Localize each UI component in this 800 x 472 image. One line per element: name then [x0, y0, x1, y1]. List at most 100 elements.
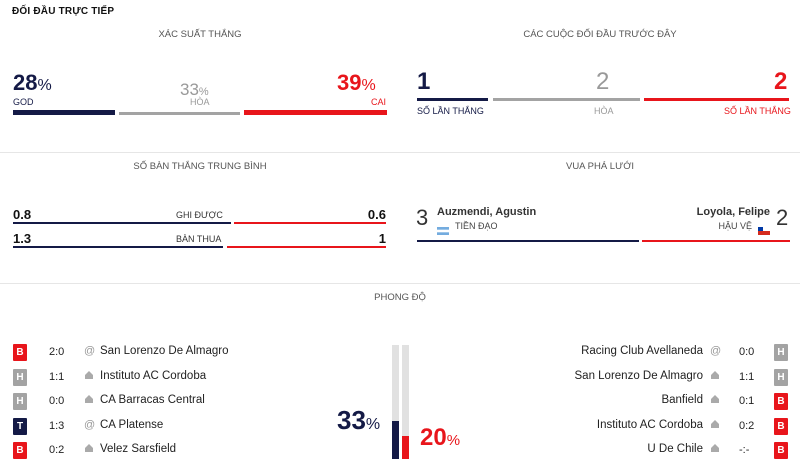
win-prob-draw-bar [119, 112, 240, 115]
opponent-team[interactable]: U De Chile [647, 443, 703, 455]
form-away-fill [402, 436, 409, 459]
match-score: 0:0 [49, 395, 65, 407]
at-icon: @ [84, 418, 96, 431]
top-scorer-away-position: HẬU VỆ [718, 221, 752, 231]
form-row[interactable]: H 1:1 Instituto AC Cordoba [0, 368, 800, 389]
result-badge: B [13, 442, 27, 459]
win-prob-away-value: 39% [337, 70, 376, 95]
form-home-track [392, 345, 399, 459]
avg-goals-title: SỐ BÀN THẮNG TRUNG BÌNH [133, 161, 267, 172]
home-icon [710, 370, 720, 383]
top-scorer-away-bar [642, 240, 790, 242]
opponent-team[interactable]: Instituto AC Cordoba [596, 418, 703, 431]
match-score: 2:0 [49, 346, 65, 358]
result-badge: H [13, 368, 27, 386]
top-scorer-away-goals: 2 [776, 205, 789, 230]
win-prob-home-label: GOD [13, 97, 34, 107]
top-scorer-away-name[interactable]: Loyola, Felipe [696, 206, 770, 218]
result-badge: B [13, 344, 27, 361]
form-row[interactable]: B -:- U De Chile [0, 442, 800, 462]
home-icon [84, 443, 94, 456]
past-home-label: SỐ LẦN THẮNG [417, 106, 484, 116]
opponent-team[interactable]: Banfield [661, 394, 703, 406]
result-badge: H [774, 368, 788, 386]
past-home-wins: 1 [417, 68, 431, 95]
past-away-bar [644, 98, 789, 101]
win-prob-draw-label: HÒA [190, 97, 210, 107]
opponent-team[interactable]: CA Platense [100, 418, 164, 431]
match-score: 1:3 [49, 419, 65, 432]
result-badge: B [774, 442, 788, 459]
match-score: 1:1 [739, 370, 755, 383]
chile-flag-icon [758, 222, 770, 235]
opponent-team[interactable]: San Lorenzo De Almagro [100, 345, 229, 357]
avg-scored-home-bar [13, 222, 231, 224]
top-scorer-home-name[interactable]: Auzmendi, Agustin [437, 206, 537, 218]
home-icon [84, 394, 94, 407]
opponent-team[interactable]: Racing Club Avellaneda [581, 345, 703, 357]
avg-scored-label: GHI ĐƯỢC [176, 210, 223, 220]
avg-conceded-home-bar [13, 246, 223, 248]
top-scorer-home-position: TIỀN ĐẠO [455, 221, 498, 231]
divider [0, 152, 800, 153]
result-badge: T [13, 417, 27, 435]
form-row[interactable]: B 2:0 @ San Lorenzo De Almagro [0, 344, 800, 364]
result-badge: B [774, 417, 788, 435]
top-scorers-title: VUA PHÁ LƯỚI [565, 161, 634, 172]
form-row[interactable]: B 0:1 Banfield [0, 393, 800, 413]
opponent-team[interactable]: CA Barracas Central [100, 394, 205, 406]
win-prob-away-label: CAI [371, 97, 387, 107]
form-away-track [402, 345, 409, 459]
win-prob-home-bar [13, 110, 115, 115]
avg-conceded-label: BÀN THUA [176, 234, 222, 244]
home-icon [710, 394, 720, 407]
home-icon [84, 370, 94, 383]
home-icon [710, 419, 720, 432]
past-draw-label: HÒA [594, 106, 614, 116]
past-home-bar [417, 98, 488, 101]
match-score: -:- [739, 444, 750, 456]
form-title: PHONG ĐỘ [374, 292, 426, 303]
past-away-label: SỐ LẦN THẮNG [724, 106, 791, 116]
form-row[interactable]: H 0:0 CA Barracas Central [0, 393, 800, 413]
argentina-flag-icon [437, 222, 449, 235]
match-score: 0:0 [739, 346, 755, 358]
avg-conceded-home: 1.3 [13, 231, 32, 246]
home-icon [710, 443, 720, 456]
form-home-fill [392, 421, 399, 459]
past-draw-bar [493, 98, 640, 101]
form-row[interactable]: T 1:3 @ CA Platense [0, 417, 800, 438]
top-scorer-home-goals: 3 [416, 205, 429, 230]
form-row[interactable]: B 0:2 Instituto AC Cordoba [0, 417, 800, 438]
opponent-team[interactable]: Velez Sarsfield [100, 443, 177, 455]
avg-scored-away: 0.6 [367, 207, 386, 222]
win-prob-home-value: 28% [13, 70, 52, 95]
form-row[interactable]: H 1:1 San Lorenzo De Almagro [0, 368, 800, 389]
opponent-team[interactable]: San Lorenzo De Almagro [574, 369, 704, 382]
top-scorer-home-bar [417, 240, 639, 242]
win-prob-draw-value: 33% [180, 80, 209, 99]
section-title: ĐỐI ĐẦU TRỰC TIẾP [12, 6, 115, 17]
result-badge: B [774, 393, 788, 410]
at-icon: @ [710, 345, 722, 357]
match-score: 1:1 [49, 370, 65, 383]
avg-conceded-away-bar [227, 246, 386, 248]
opponent-team[interactable]: Instituto AC Cordoba [100, 369, 207, 382]
win-prob-away-bar [244, 110, 387, 115]
form-row[interactable]: H 0:0 @ Racing Club Avellaneda [0, 344, 800, 364]
match-score: 0:2 [739, 419, 755, 432]
past-draws: 2 [596, 68, 610, 95]
divider [0, 283, 800, 284]
form-home-pct: 33% [337, 405, 381, 435]
result-badge: H [13, 393, 27, 410]
win-prob-title: XÁC SUẤT THẮNG [158, 29, 242, 40]
result-badge: H [774, 344, 788, 361]
past-meetings-title: CÁC CUỘC ĐỐI ĐẦU TRƯỚC ĐÂY [523, 29, 677, 40]
at-icon: @ [84, 345, 96, 357]
match-score: 0:1 [739, 395, 755, 407]
avg-scored-home: 0.8 [13, 207, 32, 222]
avg-scored-away-bar [234, 222, 386, 224]
form-row[interactable]: B 0:2 Velez Sarsfield [0, 442, 800, 462]
match-score: 0:2 [49, 444, 65, 456]
form-away-pct: 20% [420, 424, 461, 451]
